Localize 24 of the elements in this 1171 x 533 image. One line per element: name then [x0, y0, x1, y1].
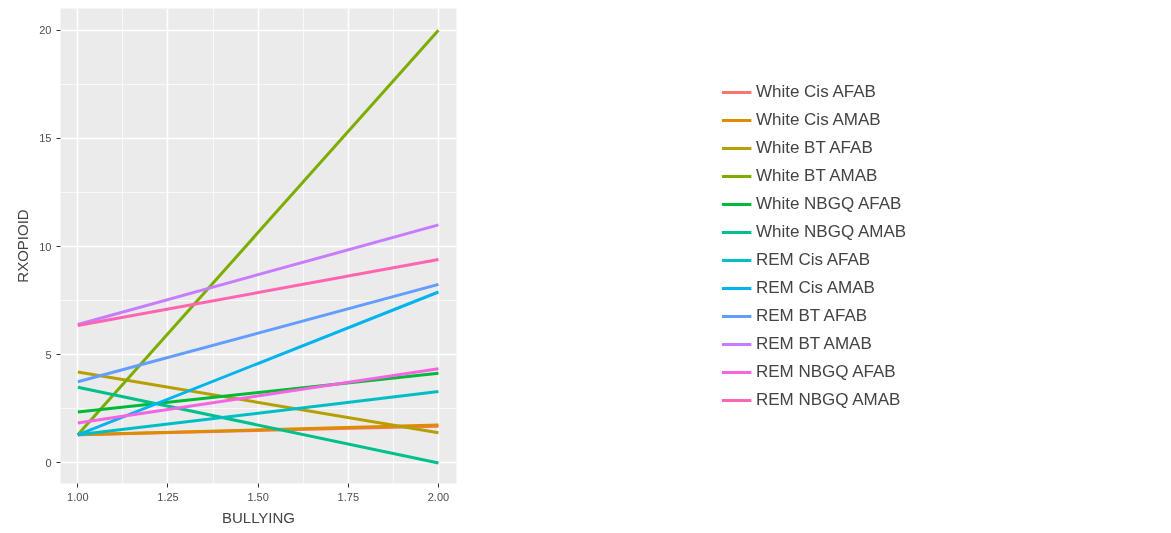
x-tick-label: 1.25 [157, 490, 179, 503]
y-tick-label: 10 [39, 240, 52, 253]
legend-label: White BT AFAB [755, 136, 873, 159]
legend-label: White NBGQ AFAB [755, 192, 902, 215]
x-tick-label: 2.00 [427, 490, 450, 503]
x-axis-title: BULLYING [221, 508, 296, 526]
y-axis-title: RXOPIOID [14, 209, 32, 283]
legend-label: REM Cis AFAB [755, 248, 871, 271]
legend-label: REM BT AMAB [755, 332, 872, 355]
legend-label: REM NBGQ AMAB [755, 388, 901, 411]
legend-label: White NBGQ AMAB [755, 220, 907, 243]
y-tick-label: 0 [45, 456, 52, 469]
y-tick-label: 15 [39, 132, 52, 145]
y-tick-label: 5 [45, 348, 52, 361]
legend-label: REM BT AFAB [755, 304, 868, 327]
legend-label: White BT AMAB [755, 164, 878, 187]
x-tick-label: 1.50 [247, 490, 269, 503]
legend-label: White Cis AMAB [755, 108, 881, 131]
y-tick-label: 20 [39, 24, 52, 37]
x-tick-label: 1.00 [67, 490, 89, 503]
legend-label: REM Cis AMAB [755, 276, 875, 299]
legend-label: White Cis AFAB [755, 80, 876, 103]
x-tick-label: 1.75 [337, 490, 360, 503]
legend-label: REM NBGQ AFAB [755, 360, 896, 383]
